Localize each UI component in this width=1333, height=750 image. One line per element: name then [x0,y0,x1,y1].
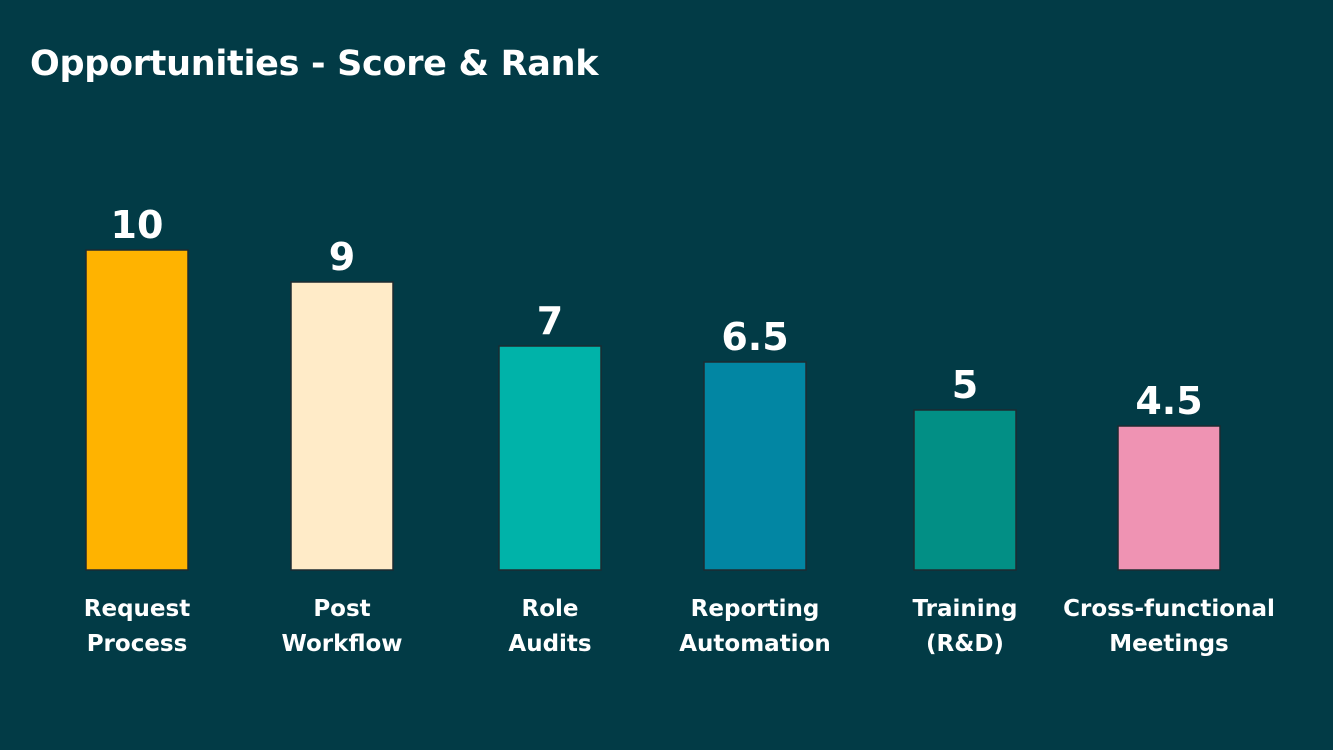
value-label-0: 10 [111,203,164,247]
category-label-5-line-1: Meetings [1109,631,1229,657]
category-label-4-line-1: (R&D) [926,631,1004,657]
category-label-2-line-0: Role [522,596,579,622]
category-label-1-line-1: Workflow [281,631,402,657]
value-label-1: 9 [329,235,355,279]
bar-5 [1117,425,1221,571]
category-label-3-line-0: Reporting [691,596,820,622]
bar-3 [703,361,807,571]
bar-4 [913,409,1017,571]
category-label-0-line-0: Request [84,596,190,622]
value-label-2: 7 [537,299,563,343]
category-label-5-line-0: Cross-functional [1063,596,1275,622]
category-label-0-line-1: Process [87,631,188,657]
bar-0 [85,249,189,571]
category-label-2-line-1: Audits [508,631,591,657]
value-label-3: 6.5 [721,315,788,359]
value-label-5: 4.5 [1135,379,1202,423]
chart-title: Opportunities - Score & Rank [30,44,599,84]
bar-2 [498,345,602,571]
bar-1 [290,281,394,571]
category-label-4-line-0: Training [912,596,1017,622]
value-label-4: 5 [952,363,978,407]
category-label-3-line-1: Automation [679,631,831,657]
category-label-1-line-0: Post [313,596,370,622]
